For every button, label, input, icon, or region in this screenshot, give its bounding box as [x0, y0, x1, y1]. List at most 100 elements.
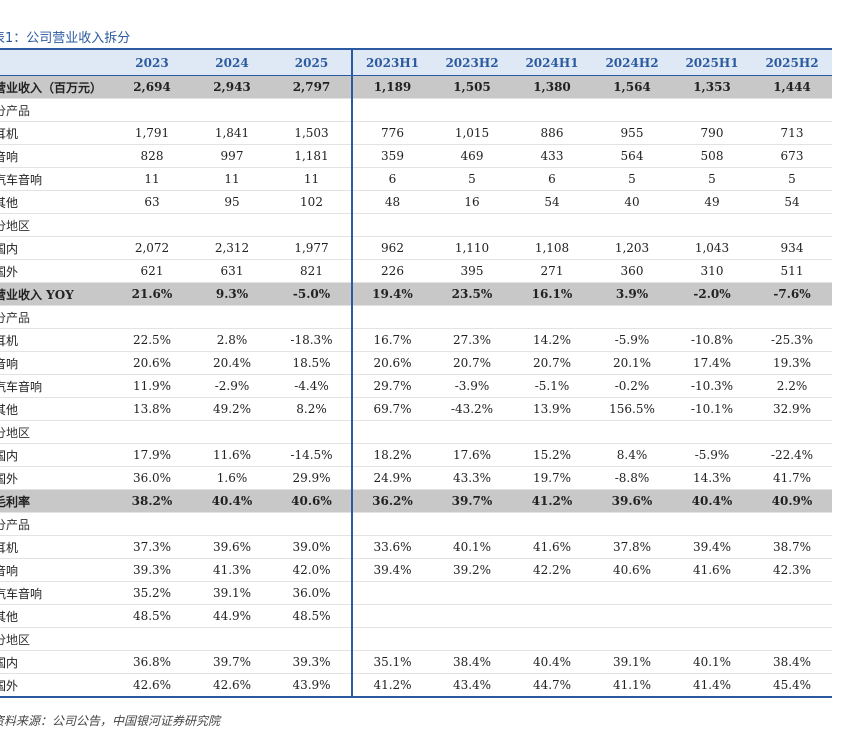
value-cell: 40.4%: [192, 489, 272, 513]
value-cell: 18.2%: [351, 443, 432, 467]
value-cell: 39.7%: [192, 650, 272, 674]
value-cell: 508: [672, 144, 752, 168]
value-cell: 955: [592, 121, 672, 145]
row-label: 分产品: [0, 98, 112, 122]
table-row: 汽车音响11.9%-2.9%-4.4%29.7%-3.9%-5.1%-0.2%-…: [0, 374, 832, 398]
value-cell: 16: [432, 190, 512, 214]
value-cell: 41.4%: [672, 673, 752, 698]
value-cell: 40: [592, 190, 672, 214]
value-cell: 11: [272, 167, 352, 191]
row-label: 国内: [0, 650, 112, 674]
value-cell: [351, 420, 432, 444]
value-cell: 49: [672, 190, 752, 214]
source-note: 资料来源：公司公告，中国银河证券研究院: [0, 714, 221, 728]
value-cell: 17.9%: [112, 443, 192, 467]
value-cell: 40.1%: [672, 650, 752, 674]
table-caption: 表1：公司营业收入拆分: [0, 31, 131, 46]
value-cell: 5: [432, 167, 512, 191]
value-cell: 1,189: [351, 75, 432, 99]
value-cell: [112, 213, 192, 237]
value-cell: 102: [272, 190, 352, 214]
value-cell: 43.4%: [432, 673, 512, 698]
row-label: 分地区: [0, 213, 112, 237]
value-cell: 20.4%: [192, 351, 272, 375]
value-cell: 37.3%: [112, 535, 192, 559]
value-cell: 5: [752, 167, 832, 191]
value-cell: 39.6%: [592, 489, 672, 513]
row-label: 其他: [0, 604, 112, 628]
value-cell: [752, 604, 832, 628]
table-row-group: 分地区: [0, 420, 832, 444]
row-label: 国外: [0, 259, 112, 283]
value-cell: [672, 581, 752, 605]
value-cell: 359: [351, 144, 432, 168]
value-cell: 2.2%: [752, 374, 832, 398]
table-row: 其他48.5%44.9%48.5%: [0, 604, 832, 628]
value-cell: 42.3%: [752, 558, 832, 582]
value-cell: [192, 213, 272, 237]
value-cell: 1,110: [432, 236, 512, 260]
value-cell: 886: [512, 121, 592, 145]
value-cell: [432, 305, 512, 329]
table-row: 国外36.0%1.6%29.9%24.9%43.3%19.7%-8.8%14.3…: [0, 466, 832, 490]
value-cell: -25.3%: [752, 328, 832, 352]
revenue-breakdown-table: 2023 2024 2025 2023H1 2023H2 2024H1 2024…: [0, 48, 832, 698]
value-cell: 39.4%: [672, 535, 752, 559]
value-cell: [351, 512, 432, 536]
value-cell: -4.4%: [272, 374, 352, 398]
value-cell: 1,353: [672, 75, 752, 99]
value-cell: [752, 512, 832, 536]
table-row: 国外42.6%42.6%43.9%41.2%43.4%44.7%41.1%41.…: [0, 673, 832, 698]
value-cell: [592, 213, 672, 237]
value-cell: [672, 512, 752, 536]
value-cell: [112, 420, 192, 444]
value-cell: 69.7%: [351, 397, 432, 421]
value-cell: 39.3%: [272, 650, 352, 674]
value-cell: [752, 627, 832, 651]
col-header: 2025: [272, 48, 352, 76]
col-header: 2023: [112, 48, 192, 76]
row-label: 音响: [0, 558, 112, 582]
value-cell: 6: [351, 167, 432, 191]
table-row: 耳机22.5%2.8%-18.3%16.7%27.3%14.2%-5.9%-10…: [0, 328, 832, 352]
value-cell: 48.5%: [272, 604, 352, 628]
value-cell: [351, 581, 432, 605]
value-cell: 16.7%: [351, 328, 432, 352]
value-cell: 156.5%: [592, 397, 672, 421]
value-cell: 433: [512, 144, 592, 168]
value-cell: 13.8%: [112, 397, 192, 421]
value-cell: 37.8%: [592, 535, 672, 559]
value-cell: 8.4%: [592, 443, 672, 467]
value-cell: 395: [432, 259, 512, 283]
value-cell: 39.0%: [272, 535, 352, 559]
value-cell: [432, 604, 512, 628]
col-header: 2024H1: [512, 48, 592, 76]
value-cell: 11: [112, 167, 192, 191]
value-cell: 713: [752, 121, 832, 145]
value-cell: [432, 420, 512, 444]
row-label: 国外: [0, 466, 112, 490]
value-cell: -2.9%: [192, 374, 272, 398]
value-cell: [672, 604, 752, 628]
value-cell: 48: [351, 190, 432, 214]
value-cell: [272, 98, 352, 122]
row-label: 汽车音响: [0, 374, 112, 398]
value-cell: 20.6%: [112, 351, 192, 375]
value-cell: 49.2%: [192, 397, 272, 421]
value-cell: 2,943: [192, 75, 272, 99]
value-cell: 1,977: [272, 236, 352, 260]
value-cell: 1,015: [432, 121, 512, 145]
row-label: 音响: [0, 144, 112, 168]
value-cell: 469: [432, 144, 512, 168]
value-cell: 42.6%: [112, 673, 192, 698]
value-cell: 40.6%: [592, 558, 672, 582]
value-cell: 1,841: [192, 121, 272, 145]
value-cell: 226: [351, 259, 432, 283]
row-label: 国外: [0, 673, 112, 698]
row-label: 其他: [0, 397, 112, 421]
row-label: 分产品: [0, 512, 112, 536]
value-cell: 621: [112, 259, 192, 283]
row-label: 分地区: [0, 627, 112, 651]
col-header: 2025H2: [752, 48, 832, 76]
row-label: 其他: [0, 190, 112, 214]
